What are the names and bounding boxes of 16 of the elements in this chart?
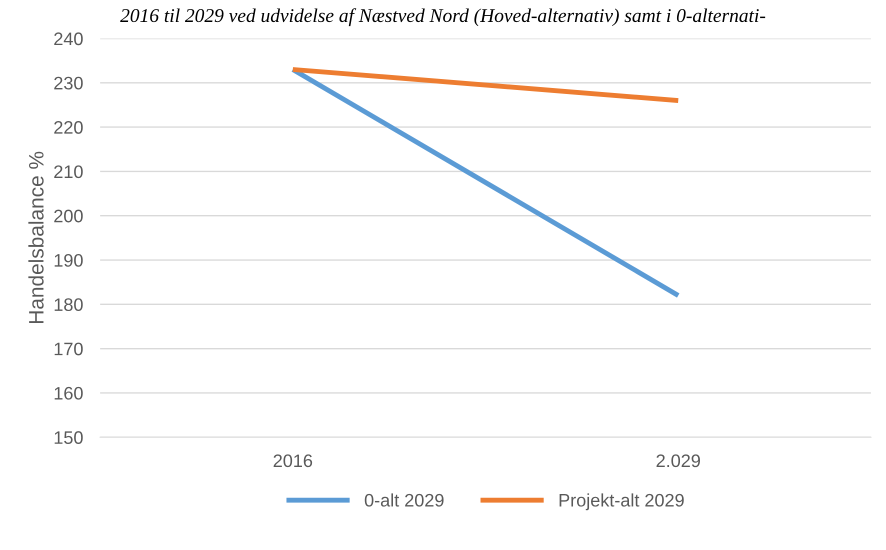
y-tick-label: 220 [54, 121, 83, 134]
x-tick-label: 2.029 [656, 454, 700, 468]
y-tick-label: 210 [54, 165, 83, 178]
y-tick-label: 180 [54, 298, 83, 312]
y-axis-title: Handelsbalance % [28, 152, 44, 324]
x-tick-label: 2016 [274, 454, 312, 468]
legend-label: 0-alt 2029 [364, 493, 444, 507]
y-tick-label: 160 [54, 386, 83, 400]
legend-label: Projekt-alt 2029 [560, 493, 684, 510]
y-tick-label: 150 [54, 431, 83, 444]
y-tick-label: 230 [54, 76, 83, 90]
y-tick-label: 170 [54, 342, 83, 356]
y-tick-label: 200 [54, 210, 83, 222]
y-tick-label: 190 [54, 254, 83, 267]
y-tick-label: 240 [54, 32, 83, 46]
chart-title: 2016 til 2029 ved udvidelse af Næstved Nord (Hoved-alternativ) samt i 0-alternati- [120, 8, 766, 26]
